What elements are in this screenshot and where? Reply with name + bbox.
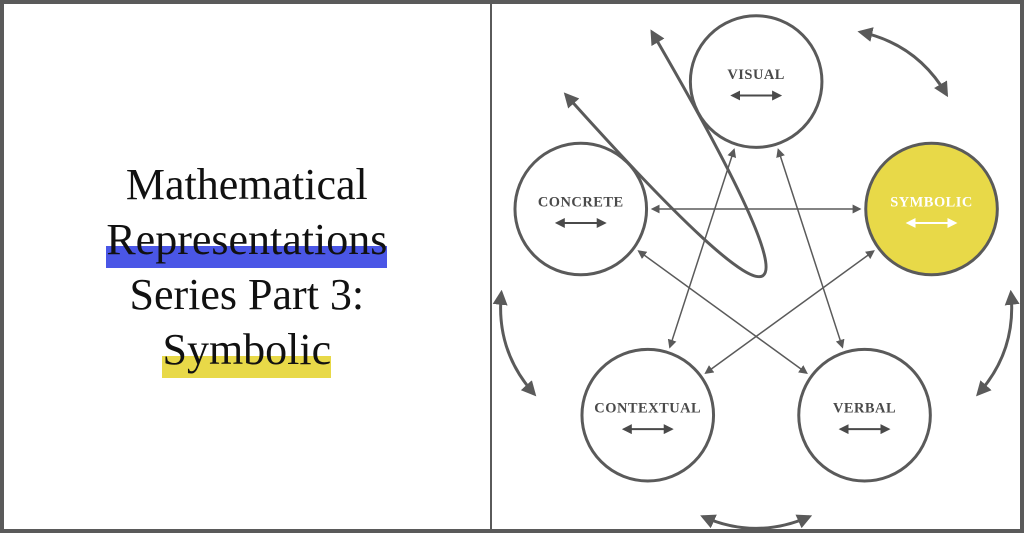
outer-arc-visual-symbolic [860, 32, 946, 95]
title-text-0: Mathematical [126, 160, 368, 209]
title-line-1: Representations [106, 212, 387, 267]
title-text-2: Series Part 3: [130, 270, 365, 319]
outer-arc-symbolic-verbal [978, 293, 1012, 394]
title-line-2: Series Part 3: [130, 267, 365, 322]
title-line-0: Mathematical [126, 157, 368, 212]
inner-edge-visual-verbal [778, 150, 842, 347]
title-text-3: Symbolic [162, 325, 331, 374]
diagram-panel: VISUAL SYMBOLIC VERBAL CONTEXTUAL CONCRETE [492, 4, 1020, 529]
outer-arc-contextual-concrete [500, 293, 534, 394]
node-label-concrete: CONCRETE [538, 194, 624, 210]
node-label-visual: VISUAL [727, 67, 785, 83]
node-label-contextual: CONTEXTUAL [594, 401, 701, 417]
inner-edge-visual-contextual [670, 150, 734, 347]
title-panel: Mathematical Representations Series Part… [4, 4, 492, 529]
node-label-verbal: VERBAL [833, 401, 896, 417]
title-text-1: Representations [106, 215, 387, 264]
infographic-frame: Mathematical Representations Series Part… [0, 0, 1024, 533]
outer-arc-verbal-contextual [703, 517, 810, 529]
title-block: Mathematical Representations Series Part… [106, 157, 387, 377]
node-label-symbolic: SYMBOLIC [890, 194, 973, 210]
title-line-3: Symbolic [162, 322, 331, 377]
representations-diagram: VISUAL SYMBOLIC VERBAL CONTEXTUAL CONCRETE [492, 4, 1020, 529]
